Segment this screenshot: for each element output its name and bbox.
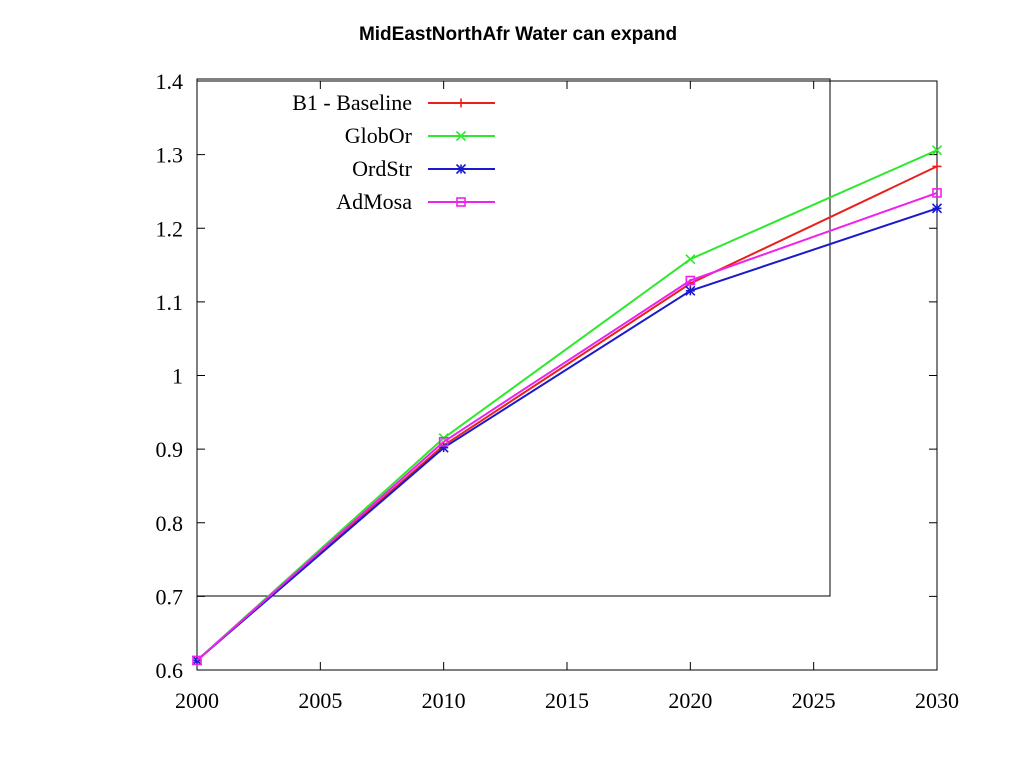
data-point (931, 203, 943, 214)
chart-title: MidEastNorthAfr Water can expand (359, 24, 677, 45)
plot-area (191, 145, 943, 666)
data-point (438, 442, 449, 453)
x-tick-label: 2010 (422, 688, 466, 713)
x-tick-label: 2005 (298, 688, 342, 713)
y-tick-label: 1.2 (156, 216, 184, 241)
series-line (196, 165, 938, 662)
legend-label: B1 - Baseline (292, 90, 412, 115)
data-point (685, 285, 696, 296)
plot-border (196, 80, 938, 671)
x-tick-label: 2025 (792, 688, 836, 713)
legend: B1 - Baseline GlobOr OrdStr AdMosa (196, 78, 831, 597)
y-tick-label: 1.3 (156, 143, 184, 168)
x-tick-label: 2000 (175, 688, 219, 713)
series-line (196, 191, 938, 662)
legend-marker (456, 197, 466, 207)
data-point (685, 254, 696, 265)
legend-label: OrdStr (352, 156, 413, 181)
legend-label: GlobOr (345, 123, 413, 148)
y-tick-label: 1 (172, 364, 183, 389)
y-tick-label: 0.6 (156, 658, 184, 683)
series-line (196, 207, 938, 662)
legend-box (196, 78, 831, 597)
data-point (192, 655, 202, 666)
data-point (932, 188, 942, 198)
x-tick-label: 2015 (545, 688, 589, 713)
x-tick-label: 2030 (915, 688, 959, 713)
data-point (438, 436, 449, 447)
data-point (932, 161, 942, 171)
y-tick-label: 1.1 (156, 290, 184, 315)
legend-marker (455, 130, 467, 142)
y-tick-label: 0.9 (156, 437, 184, 462)
y-tick-label: 1.4 (156, 69, 184, 94)
y-tick-label: 0.8 (156, 511, 184, 536)
legend-marker (456, 98, 466, 108)
x-tick-label: 2020 (668, 688, 712, 713)
y-tick-label: 0.7 (156, 584, 184, 609)
axes: 2000 2005 2010 2015 2020 2025 2030 0.6 0.7 0.8 0.9… (156, 69, 960, 713)
data-point (685, 275, 696, 286)
legend-marker (455, 163, 467, 175)
data-point (931, 145, 943, 156)
legend-label: AdMosa (336, 189, 412, 214)
series-line (196, 149, 938, 662)
